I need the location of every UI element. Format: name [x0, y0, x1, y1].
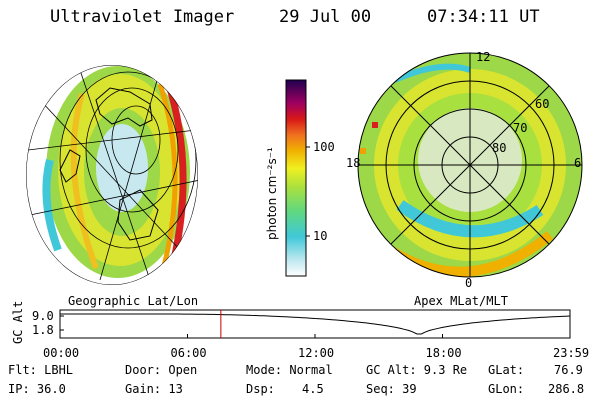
alt-xtick-label: 18:00 [426, 346, 462, 360]
colorbar: 100 10 photon cm⁻²s⁻¹ [265, 79, 335, 277]
coastline [59, 149, 81, 183]
mlat-label: 70 [513, 121, 527, 135]
flt-info: Flt: LBHL [8, 363, 74, 377]
colorbar-label: photon cm⁻²s⁻¹ [265, 147, 279, 240]
gc-alt-info: GC Alt: 9.3 Re [366, 363, 468, 377]
mlt-label-12: 12 [476, 50, 490, 64]
alt-xtick-label: 06:00 [171, 346, 207, 360]
alt-ytick: 1.8 [32, 323, 54, 337]
mode-info: Mode: Normal [246, 363, 333, 377]
glat-value: 76.9 [554, 363, 583, 377]
mlt-label-0: 0 [465, 276, 472, 290]
colorbar-tick: 10 [313, 229, 327, 243]
ip-info: IP: 36.0 [8, 382, 66, 396]
image-time: 07:34:11 UT [427, 7, 540, 27]
geographic-image [26, 65, 198, 285]
dsp-label: Dsp: [246, 382, 275, 396]
alt-ytick: 9.0 [32, 309, 54, 323]
mlat-label: 80 [492, 141, 506, 155]
mlat-label: 60 [535, 97, 549, 111]
coastline [117, 189, 159, 241]
alt-xtick-label: 00:00 [43, 346, 79, 360]
colorbar-tick: 100 [313, 140, 335, 154]
altitude-plot: 9.0 1.8 GC Alt 00:00 06:00 12:00 18:00 23:59 [11, 301, 589, 360]
glat-label: GLat: [488, 363, 525, 377]
alt-xtick-label: 23:59 [553, 346, 589, 360]
apex-image [357, 52, 583, 278]
mlt-label-6: 6 [574, 156, 581, 170]
coastline [95, 87, 153, 127]
dsp-value: 4.5 [302, 382, 324, 396]
page-title: Ultraviolet Imager [50, 7, 235, 27]
apex-caption: Apex MLat/MLT [414, 294, 508, 308]
glon-value: 286.8 [548, 382, 585, 396]
mlt-label-18: 18 [346, 156, 360, 170]
alt-xtick-label: 12:00 [298, 346, 334, 360]
gain-info: Gain: 13 [125, 382, 183, 396]
geo-caption: Geographic Lat/Lon [68, 294, 198, 308]
altitude-curve [60, 313, 571, 335]
glon-label: GLon: [488, 382, 525, 396]
alt-ylabel: GC Alt [11, 301, 25, 344]
image-date: 29 Jul 00 [279, 7, 372, 27]
door-info: Door: Open [125, 363, 198, 377]
seq-info: Seq: 39 [366, 382, 417, 396]
